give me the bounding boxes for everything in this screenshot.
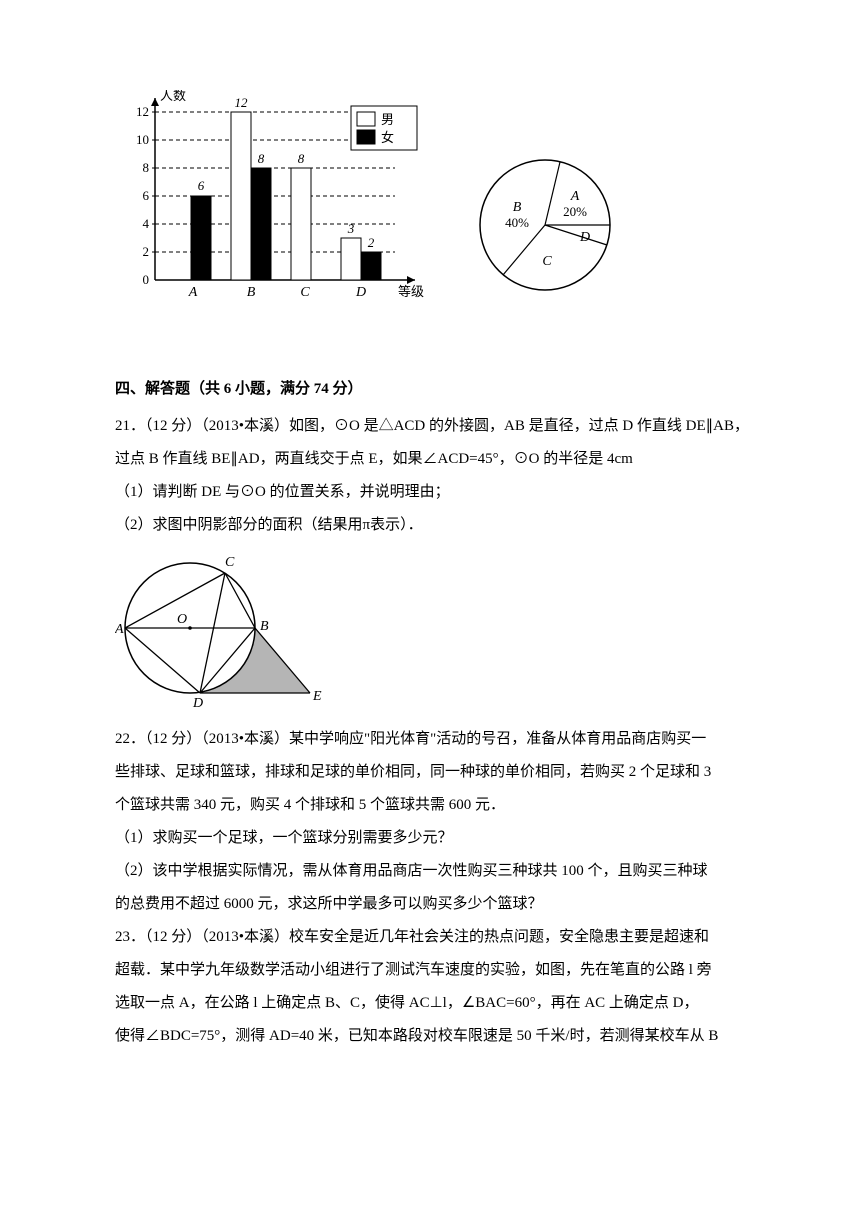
- q23-line1: 23．（12 分）（2013•本溪）校车安全是近几年社会关注的热点问题，安全隐患…: [115, 921, 750, 954]
- svg-text:6: 6: [198, 178, 205, 193]
- figures-row: 0 2 4 6 8 10 12 人数 等级: [115, 90, 750, 333]
- q22-line1: 22．（12 分）（2013•本溪）某中学响应"阳光体育"活动的号召，准备从体育…: [115, 723, 750, 756]
- q22-line3: 个篮球共需 340 元，购买 4 个排球和 5 个篮球共需 600 元．: [115, 789, 750, 822]
- svg-text:8: 8: [298, 151, 305, 166]
- svg-text:10: 10: [136, 132, 149, 147]
- q22-part1: （1）求购买一个足球，一个篮球分别需要多少元？: [115, 822, 750, 855]
- svg-text:12: 12: [235, 95, 249, 110]
- bar-group-a: 6 A: [188, 178, 211, 300]
- q22-line2: 些排球、足球和篮球，排球和足球的单价相同，同一种球的单价相同，若购买 2 个足球…: [115, 756, 750, 789]
- svg-text:B: B: [247, 285, 256, 300]
- svg-text:B: B: [513, 200, 522, 215]
- svg-text:8: 8: [143, 160, 150, 175]
- q23-line4: 使得∠BDC=75°，测得 AD=40 米，已知本路段对校车限速是 50 千米/…: [115, 1020, 750, 1053]
- svg-text:40%: 40%: [505, 215, 529, 230]
- bar-chart-svg: 0 2 4 6 8 10 12 人数 等级: [115, 90, 425, 320]
- svg-text:D: D: [579, 230, 590, 245]
- q21-part1: （1）请判断 DE 与⊙O 的位置关系，并说明理由；: [115, 476, 750, 509]
- svg-text:4: 4: [143, 216, 150, 231]
- pie-chart: A 20% D C B 40%: [465, 145, 625, 318]
- svg-text:男: 男: [381, 112, 394, 127]
- q22-part2b: 的总费用不超过 6000 元，求这所中学最多可以购买多少个篮球？: [115, 888, 750, 921]
- svg-text:20%: 20%: [563, 204, 587, 219]
- q23-line2: 超载．某中学九年级数学活动小组进行了测试汽车速度的实验，如图，先在笔直的公路 l…: [115, 954, 750, 987]
- bar-chart: 0 2 4 6 8 10 12 人数 等级: [115, 90, 425, 333]
- svg-text:O: O: [177, 612, 187, 627]
- pie-chart-svg: A 20% D C B 40%: [465, 145, 625, 305]
- svg-text:2: 2: [368, 235, 375, 250]
- bar-group-c: 8 C: [291, 151, 311, 300]
- svg-text:E: E: [312, 689, 322, 704]
- svg-text:8: 8: [258, 151, 265, 166]
- svg-text:0: 0: [143, 272, 150, 287]
- q21-part2: （2）求图中阴影部分的面积（结果用π表示）．: [115, 509, 750, 542]
- svg-text:2: 2: [143, 244, 150, 259]
- q21-figure: A B C D E O: [115, 548, 750, 721]
- svg-text:D: D: [192, 696, 203, 708]
- svg-text:女: 女: [381, 130, 394, 145]
- bar-legend: 男 女: [351, 106, 417, 150]
- svg-text:C: C: [225, 555, 235, 570]
- q21-line1: 21．（12 分）（2013•本溪）如图，⊙O 是△ACD 的外接圆，AB 是直…: [115, 410, 750, 443]
- section-4-heading: 四、解答题（共 6 小题，满分 74 分）: [115, 373, 750, 406]
- q21-line2: 过点 B 作直线 BE∥AD，两直线交于点 E，如果∠ACD=45°，⊙O 的半…: [115, 443, 750, 476]
- svg-text:C: C: [542, 254, 552, 269]
- svg-text:D: D: [355, 285, 366, 300]
- svg-text:A: A: [188, 285, 198, 300]
- svg-text:B: B: [260, 619, 269, 634]
- q21-svg: A B C D E O: [115, 548, 325, 708]
- svg-text:3: 3: [347, 221, 355, 236]
- svg-text:A: A: [115, 622, 124, 637]
- svg-text:A: A: [570, 189, 580, 204]
- bar-group-b: 12 8 B: [231, 95, 271, 300]
- q23-line3: 选取一点 A，在公路 l 上确定点 B、C，使得 AC⊥l，∠BAC=60°，再…: [115, 987, 750, 1020]
- svg-text:12: 12: [136, 104, 149, 119]
- svg-text:6: 6: [143, 188, 150, 203]
- q22-part2a: （2）该中学根据实际情况，需从体育用品商店一次性购买三种球共 100 个，且购买…: [115, 855, 750, 888]
- bar-group-d: 3 2 D: [341, 221, 381, 300]
- svg-text:C: C: [300, 285, 310, 300]
- y-axis-label: 人数: [160, 90, 186, 103]
- x-axis-label: 等级: [398, 284, 424, 299]
